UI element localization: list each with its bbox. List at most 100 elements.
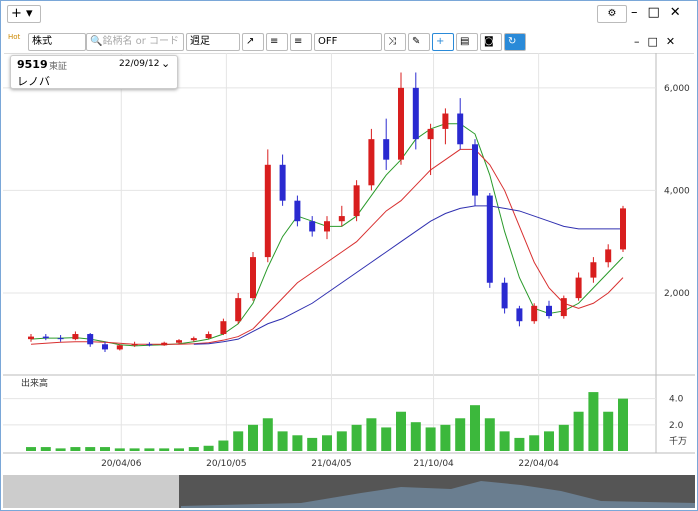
symbol-exchange: 東証 xyxy=(49,62,68,72)
indicator-label: OFF xyxy=(318,36,338,47)
candle-body xyxy=(161,342,168,346)
candle-body xyxy=(235,298,242,322)
hot-icon[interactable]: Hot xyxy=(8,33,21,41)
period-label: 週足 xyxy=(190,36,210,47)
search-placeholder: 銘柄名 or コード xyxy=(102,36,180,47)
candle-body xyxy=(57,338,64,340)
market-select[interactable]: 株式 xyxy=(28,33,86,51)
candle-body xyxy=(116,345,123,350)
period-select[interactable]: 週足 xyxy=(186,33,240,51)
refresh-button[interactable]: ↻ xyxy=(504,33,526,51)
candle-body xyxy=(87,334,94,345)
candle-body xyxy=(620,208,626,250)
x-tick-label: 22/04/04 xyxy=(518,459,559,469)
candle-body xyxy=(294,200,301,222)
volume-bar xyxy=(484,418,495,451)
volume-bar xyxy=(455,418,466,451)
candle-body xyxy=(516,308,523,322)
volume-bar xyxy=(40,447,51,451)
candle-body xyxy=(486,195,493,283)
volume-bar xyxy=(292,435,303,451)
tool-button[interactable]: ▤ xyxy=(456,33,478,51)
candle-body xyxy=(501,282,508,309)
tool-button[interactable]: ⤨ xyxy=(384,33,406,51)
tool-button[interactable]: ≡ xyxy=(266,33,288,51)
tool-button[interactable]: ↗ xyxy=(242,33,264,51)
candle-body xyxy=(605,249,612,263)
volume-bar xyxy=(396,411,406,451)
candle-body xyxy=(72,334,79,340)
volume-bar xyxy=(336,431,347,451)
volume-bar xyxy=(233,431,244,451)
volume-bar xyxy=(100,447,110,451)
volume-bar xyxy=(262,418,273,451)
volume-bar xyxy=(203,445,214,451)
volume-bar xyxy=(529,435,540,451)
volume-bar xyxy=(70,447,81,451)
volume-bar xyxy=(366,418,377,451)
symbol-name: レノバ xyxy=(17,75,50,88)
volume-bar xyxy=(470,405,480,451)
candle-body xyxy=(472,144,478,196)
candle-body xyxy=(264,164,271,258)
search-box[interactable]: 🔍銘柄名 or コード xyxy=(86,33,184,51)
symbol-date: 22/09/12 xyxy=(119,59,160,69)
candle-body xyxy=(353,185,360,217)
candle-body xyxy=(205,334,212,339)
toolbar: Hot 株式 🔍銘柄名 or コード 週足 ↗ ≡ ≡ OFF ⤨ ✎ + ▤ … xyxy=(4,29,694,54)
expand-icon[interactable]: ⌄ xyxy=(161,57,171,70)
volume-bar xyxy=(114,448,125,451)
candle-body xyxy=(398,87,404,160)
volume-bar xyxy=(410,422,421,451)
volume-bar xyxy=(514,437,525,451)
camera-button[interactable]: ◙ xyxy=(480,33,502,51)
volume-bar xyxy=(425,427,436,451)
candle-body xyxy=(442,113,449,129)
symbol-box[interactable]: 9519 東証 22/09/12 ⌄ レノバ xyxy=(10,55,178,89)
candle-body xyxy=(220,321,227,335)
tool-button[interactable]: ✎ xyxy=(408,33,430,51)
crosshair-button[interactable]: + xyxy=(432,33,454,51)
volume-bar xyxy=(277,431,288,451)
new-button[interactable]: + ▾ xyxy=(7,5,41,23)
candle-body xyxy=(42,336,49,339)
navigator-area xyxy=(181,481,695,508)
volume-bar xyxy=(573,411,584,451)
candle-body xyxy=(279,164,286,201)
candle-body xyxy=(531,305,538,322)
tool-button[interactable]: ≡ xyxy=(290,33,312,51)
new-label: + xyxy=(11,6,22,21)
volume-bar xyxy=(322,435,332,451)
volume-bar xyxy=(218,440,229,451)
candle-body xyxy=(590,262,597,278)
settings-button[interactable]: ⚙ xyxy=(597,5,627,23)
y-tick-label: 4,000 xyxy=(664,186,690,196)
volume-bar xyxy=(26,447,36,451)
moving-average xyxy=(193,205,623,345)
window-controls[interactable]: –□✕ xyxy=(631,5,691,20)
candle-body xyxy=(102,344,108,350)
x-tick-label: 21/04/05 xyxy=(311,459,351,469)
volume-bar xyxy=(307,437,318,451)
candle-body xyxy=(383,139,390,160)
navigator-mask xyxy=(3,475,179,508)
volume-title: 出来高 xyxy=(21,377,48,389)
x-tick-label: 20/10/05 xyxy=(206,459,246,469)
candle-body xyxy=(309,221,316,232)
volume-bar xyxy=(129,448,140,451)
pane-controls[interactable]: –□✕ xyxy=(634,35,684,48)
candle-body xyxy=(190,338,197,341)
candle-body xyxy=(457,113,464,145)
candle-body xyxy=(427,128,434,140)
candle-body xyxy=(176,340,182,343)
volume-bar xyxy=(588,392,599,451)
volume-bar xyxy=(248,424,258,451)
volume-bar xyxy=(544,431,554,451)
volume-bar xyxy=(618,398,628,451)
indicator-select[interactable]: OFF xyxy=(314,33,382,51)
x-tick-label: 21/10/04 xyxy=(413,459,454,469)
volume-tick-label: 2.0 xyxy=(669,421,684,431)
volume-bar xyxy=(381,427,392,451)
candle-body xyxy=(546,305,552,317)
